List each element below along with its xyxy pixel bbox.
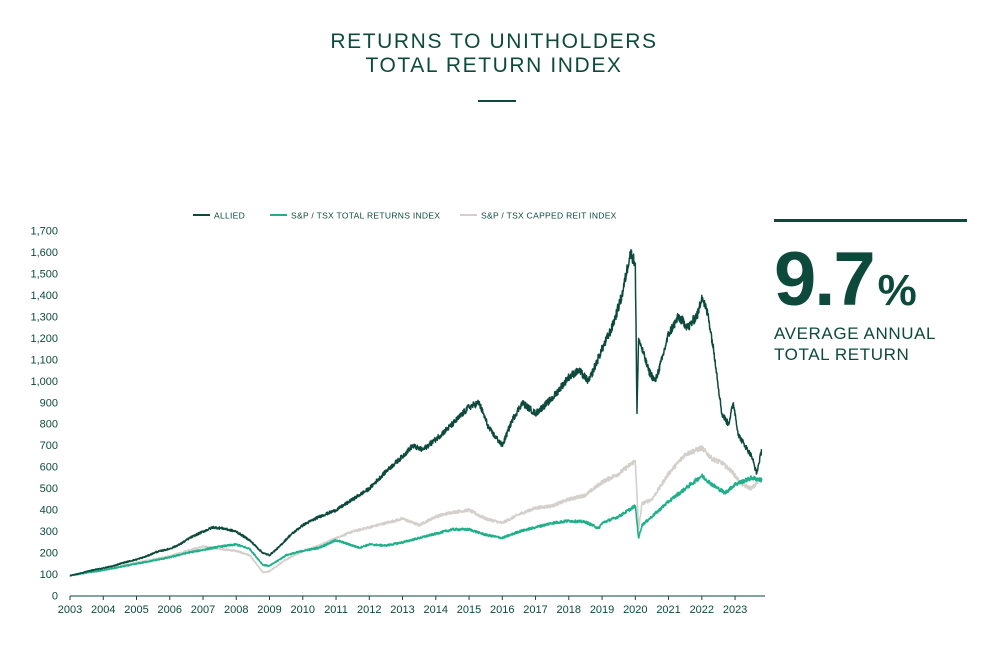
x-tick-label: 2017 [523, 604, 547, 616]
x-tick-label: 2005 [124, 604, 148, 616]
x-tick-label: 2019 [590, 604, 614, 616]
y-tick-label: 700 [40, 440, 58, 452]
y-tick-label: 1,200 [30, 333, 58, 345]
x-tick-label: 2006 [158, 604, 182, 616]
y-tick-label: 400 [40, 505, 58, 517]
x-tick-label: 2015 [457, 604, 481, 616]
allied-line [69, 249, 763, 577]
y-tick-label: 1,100 [30, 354, 58, 366]
x-tick-label: 2020 [623, 604, 647, 616]
y-tick-label: 1,700 [30, 226, 58, 238]
x-tick-label: 2010 [291, 604, 315, 616]
sp-tsx-total-returns-line [69, 473, 763, 577]
x-tick-label: 2013 [390, 604, 414, 616]
y-tick-label: 900 [40, 397, 58, 409]
stat-label-line-2: TOTAL RETURN [774, 345, 910, 364]
y-tick-label: 200 [40, 548, 58, 560]
y-tick-label: 500 [40, 483, 58, 495]
chart-title-line-2: TOTAL RETURN INDEX [365, 54, 623, 77]
x-tick-label: 2014 [424, 604, 448, 616]
y-tick-label: 300 [40, 526, 58, 538]
title-underline [478, 100, 516, 102]
y-tick-label: 800 [40, 419, 58, 431]
legend-sp-tsx-total-returns-label: S&P / TSX TOTAL RETURNS INDEX [291, 211, 440, 221]
y-tick-label: 1,400 [30, 290, 58, 302]
y-tick-label: 1,500 [30, 268, 58, 280]
x-tick-label: 2004 [91, 604, 115, 616]
y-tick-label: 1,300 [30, 311, 58, 323]
x-tick-label: 2021 [656, 604, 680, 616]
x-tick-label: 2011 [324, 604, 348, 616]
stat-divider [774, 219, 967, 222]
stat-label-line-1: AVERAGE ANNUAL [774, 324, 937, 343]
average-annual-return-value: 9.7% [774, 240, 917, 331]
y-tick-label: 1,000 [30, 376, 58, 388]
legend-allied-label: ALLIED [214, 211, 245, 221]
x-tick-label: 2018 [557, 604, 581, 616]
x-tick-label: 2003 [58, 604, 82, 616]
x-tick-label: 2016 [490, 604, 514, 616]
y-tick-label: 100 [40, 569, 58, 581]
x-tick-label: 2022 [690, 604, 714, 616]
x-tick-label: 2023 [723, 604, 747, 616]
y-tick-label: 1,600 [30, 247, 58, 259]
chart-title-line-1: RETURNS TO UNITHOLDERS [330, 30, 658, 53]
x-tick-label: 2009 [257, 604, 281, 616]
x-tick-label: 2012 [357, 604, 381, 616]
stat-number: 9.7 [774, 237, 876, 322]
sp-tsx-capped-reit-line [69, 445, 763, 577]
legend-sp-tsx-capped-reit-label: S&P / TSX CAPPED REIT INDEX [481, 211, 617, 221]
stat-percent-sign: % [877, 266, 917, 315]
y-tick-label: 600 [40, 462, 58, 474]
y-tick-label: 0 [52, 591, 58, 603]
x-tick-label: 2007 [191, 604, 215, 616]
total-return-line-chart: 0 100 200 300 400 500 600 700 800 900 1,000 1,100 1,… [30, 211, 765, 616]
x-tick-label: 2008 [224, 604, 248, 616]
